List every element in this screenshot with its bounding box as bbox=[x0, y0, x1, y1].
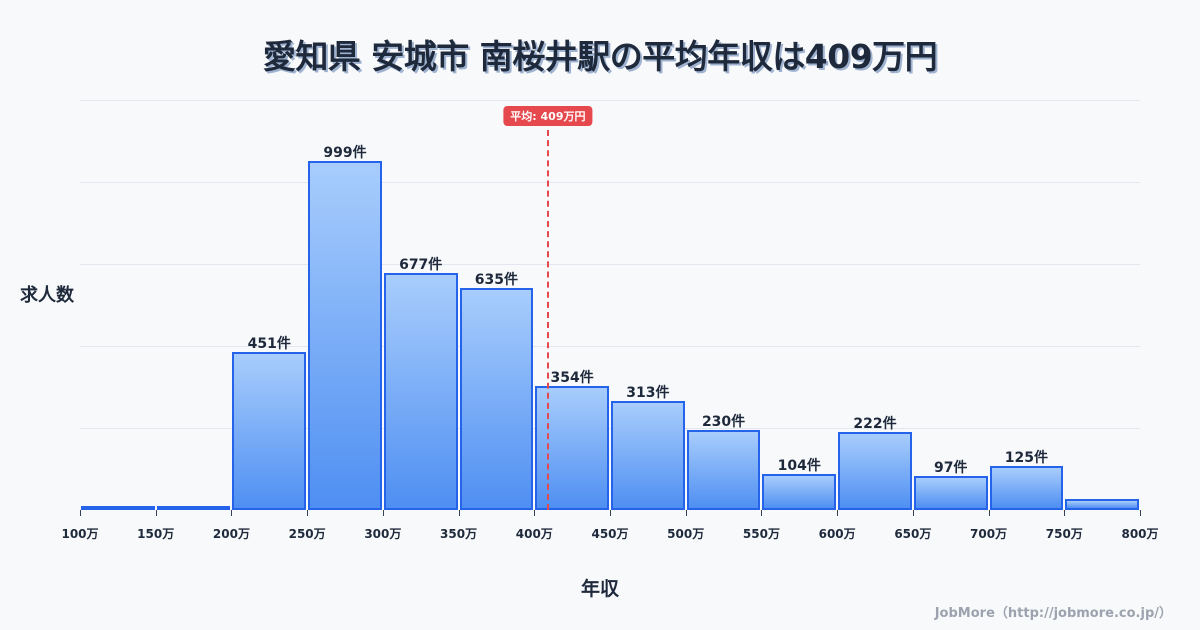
x-tick bbox=[988, 510, 990, 516]
histogram-bar bbox=[81, 506, 155, 510]
histogram-bar bbox=[838, 432, 912, 510]
x-tick bbox=[80, 510, 81, 516]
x-tick bbox=[458, 510, 460, 516]
bar-value-label: 125件 bbox=[1004, 450, 1049, 466]
x-tick-label: 800万 bbox=[1121, 527, 1159, 541]
histogram-bar bbox=[913, 476, 988, 510]
histogram-bar bbox=[308, 161, 382, 510]
x-tick-label: 300万 bbox=[364, 527, 402, 541]
x-tick-label: 500万 bbox=[667, 527, 705, 541]
histogram-bar bbox=[1065, 499, 1139, 510]
y-axis-label: 求人数 bbox=[20, 285, 74, 306]
gridline bbox=[80, 264, 1140, 265]
gridline bbox=[80, 428, 1140, 429]
x-tick-label: 750万 bbox=[1045, 527, 1083, 541]
bar-value-label: 999件 bbox=[323, 145, 367, 161]
x-tick-label: 250万 bbox=[288, 527, 326, 541]
chart-title: 愛知県 安城市 南桜井駅の平均年収は409万円 bbox=[262, 37, 938, 76]
histogram-bar bbox=[459, 288, 534, 510]
x-tick-label: 550万 bbox=[742, 527, 780, 541]
bar-value-label: 230件 bbox=[701, 414, 746, 430]
x-tick-label: 700万 bbox=[970, 527, 1008, 541]
mean-badge: 平均: 409万円 bbox=[503, 106, 593, 126]
bar-value-label: 451件 bbox=[247, 336, 291, 352]
x-tick bbox=[761, 510, 763, 516]
bar-value-label: 677件 bbox=[399, 257, 443, 273]
mean-line bbox=[546, 130, 549, 510]
bar-value-label: 104件 bbox=[777, 458, 821, 474]
gridline bbox=[80, 182, 1140, 183]
x-tick bbox=[382, 510, 384, 516]
x-tick-label: 400万 bbox=[515, 527, 553, 541]
x-tick bbox=[534, 510, 536, 516]
histogram-bar bbox=[989, 466, 1064, 510]
bar-value-label: 97件 bbox=[933, 460, 968, 476]
x-tick bbox=[685, 510, 687, 516]
bar-value-label: 222件 bbox=[853, 416, 897, 432]
x-tick bbox=[610, 510, 611, 516]
x-axis-label: 年収 bbox=[580, 578, 619, 600]
x-tick-label: 200万 bbox=[212, 527, 250, 541]
x-tick bbox=[307, 510, 309, 516]
x-tick-label: 150万 bbox=[137, 527, 175, 541]
x-tick bbox=[155, 510, 157, 516]
x-tick-label: 350万 bbox=[440, 527, 478, 541]
gridline bbox=[80, 346, 1140, 347]
x-tick-label: 100万 bbox=[61, 527, 99, 541]
x-tick-label: 450万 bbox=[591, 527, 629, 541]
x-tick-label: 650万 bbox=[894, 527, 932, 541]
x-tick bbox=[231, 510, 233, 516]
x-tick-label: 600万 bbox=[818, 527, 856, 541]
histogram-bar bbox=[156, 506, 231, 510]
bar-value-label: 635件 bbox=[474, 272, 519, 288]
gridline bbox=[80, 100, 1140, 101]
x-tick bbox=[837, 510, 839, 516]
histogram-bar bbox=[686, 430, 761, 510]
plot-area: 451件 999件 677件 635件 354件 313件 230件 104件 222件 97件 1… bbox=[80, 100, 1140, 510]
histogram-bar bbox=[232, 352, 307, 510]
x-tick bbox=[1140, 510, 1141, 516]
histogram-bar bbox=[383, 273, 458, 510]
credit-text: JobMore（http://jobmore.co.jp/） bbox=[934, 606, 1172, 621]
x-tick bbox=[1064, 510, 1066, 516]
histogram-bar bbox=[611, 401, 685, 510]
bar-value-label: 354件 bbox=[550, 370, 594, 386]
bar-value-label: 313件 bbox=[626, 385, 670, 401]
x-tick bbox=[912, 510, 914, 516]
histogram-bar bbox=[762, 474, 837, 510]
